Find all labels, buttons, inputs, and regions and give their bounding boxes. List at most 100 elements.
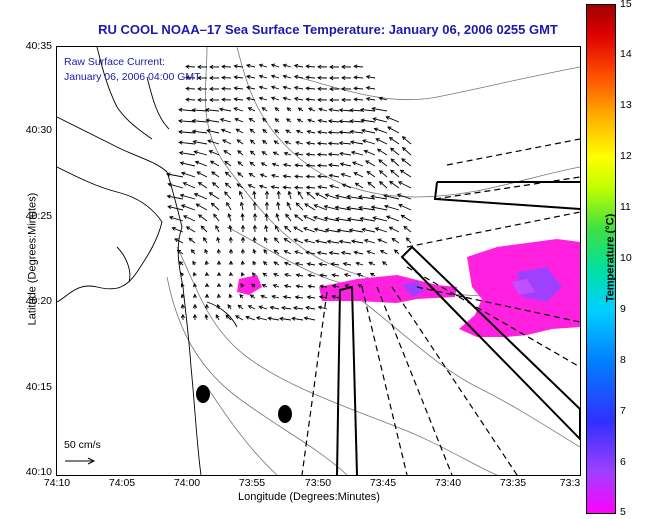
current-vector-head xyxy=(258,305,263,310)
current-vector-head xyxy=(351,161,357,166)
current-vector-head xyxy=(305,64,310,69)
current-vector-head xyxy=(246,74,251,79)
current-vector xyxy=(178,131,196,134)
current-vector xyxy=(303,215,316,222)
current-vector xyxy=(306,307,316,310)
current-vector-head xyxy=(204,248,209,254)
current-vector xyxy=(276,213,280,222)
current-vector xyxy=(354,251,364,255)
current-vector-head xyxy=(179,161,185,166)
current-vector xyxy=(249,128,256,134)
current-vector-head xyxy=(303,316,308,321)
current-vector-head xyxy=(237,304,242,309)
current-vector xyxy=(383,195,400,200)
current-vector xyxy=(366,171,376,178)
current-label-line1: Raw Surface Current: xyxy=(64,56,165,68)
current-vector xyxy=(317,252,328,255)
current-vector xyxy=(320,285,328,288)
current-vector-head xyxy=(328,163,333,168)
current-vector xyxy=(273,261,280,266)
current-vector-head xyxy=(171,226,176,231)
current-vector-head xyxy=(294,261,300,266)
current-vector xyxy=(241,213,244,222)
current-vector-head xyxy=(258,85,264,90)
current-vector-head xyxy=(338,239,343,244)
scale-label: 50 cm/s xyxy=(64,439,101,451)
current-vector-head xyxy=(194,160,200,165)
current-vector-head xyxy=(261,107,266,112)
x-tick-label: 73:3 xyxy=(559,477,581,489)
current-vector-head xyxy=(365,74,371,80)
current-vector xyxy=(273,249,280,255)
current-vector-head xyxy=(303,215,308,219)
current-vector xyxy=(186,66,196,68)
current-vector xyxy=(195,161,208,167)
current-vector-head xyxy=(295,140,300,145)
current-vector xyxy=(180,194,196,200)
current-vector xyxy=(249,118,256,123)
current-vector-head xyxy=(353,86,358,91)
current-vector-head xyxy=(225,314,230,319)
current-vector-head xyxy=(283,250,288,254)
current-vector-head xyxy=(369,272,375,277)
current-vector xyxy=(250,139,256,145)
current-vector-head xyxy=(358,195,363,200)
current-vector xyxy=(186,99,196,101)
current-vector xyxy=(236,183,244,189)
current-vector-head xyxy=(267,316,272,321)
current-vector xyxy=(306,98,316,101)
current-vector xyxy=(271,64,280,68)
current-vector xyxy=(317,164,328,167)
current-vector xyxy=(306,175,316,178)
current-vector-head xyxy=(185,64,190,69)
current-vector-head xyxy=(221,86,226,91)
current-vector xyxy=(361,129,376,134)
current-vector xyxy=(341,173,352,178)
current-vector xyxy=(308,107,316,112)
current-vector-head xyxy=(166,172,171,177)
current-vector xyxy=(181,172,196,178)
current-vector xyxy=(183,215,196,222)
current-vector-head xyxy=(264,212,269,218)
current-vector-head xyxy=(224,160,229,165)
x-tick-label: 74:05 xyxy=(108,477,136,489)
current-vector-head xyxy=(167,205,172,210)
current-vector-head xyxy=(228,260,234,265)
current-vector xyxy=(378,159,388,167)
current-vector xyxy=(246,86,256,90)
current-vector-head xyxy=(228,282,233,288)
x-tick-label: 73:40 xyxy=(434,477,462,489)
y-tick-label: 40:20 xyxy=(25,295,52,307)
current-vector xyxy=(317,175,328,178)
current-vector-head xyxy=(252,201,257,206)
current-vector-head xyxy=(307,118,312,123)
map-plot-area[interactable] xyxy=(56,46,581,476)
current-vector xyxy=(295,141,304,145)
current-vector xyxy=(337,229,352,233)
current-vector-head xyxy=(258,74,264,79)
current-vector-head xyxy=(329,97,334,103)
current-vector xyxy=(274,237,280,244)
current-vector xyxy=(375,227,388,233)
current-vector-head xyxy=(305,163,310,168)
current-vector-head xyxy=(218,107,224,112)
current-vector-head xyxy=(216,303,221,309)
current-vector-head xyxy=(219,117,225,123)
current-vector-head xyxy=(260,294,265,299)
current-vector-head xyxy=(341,75,346,80)
current-vector xyxy=(275,225,280,233)
current-vector-head xyxy=(215,224,220,230)
ship-tracks xyxy=(301,138,580,475)
current-vector xyxy=(357,273,364,277)
current-vector xyxy=(295,262,304,266)
current-vector-head xyxy=(237,161,242,166)
current-vector-head xyxy=(176,249,182,254)
current-vector-head xyxy=(328,107,333,112)
current-vector xyxy=(293,307,304,310)
current-vector xyxy=(401,158,412,167)
current-vector xyxy=(224,191,232,200)
current-vector-head xyxy=(354,182,359,187)
current-vector-head xyxy=(197,97,202,103)
current-vector-head xyxy=(224,171,230,176)
current-vector-head xyxy=(255,316,261,321)
